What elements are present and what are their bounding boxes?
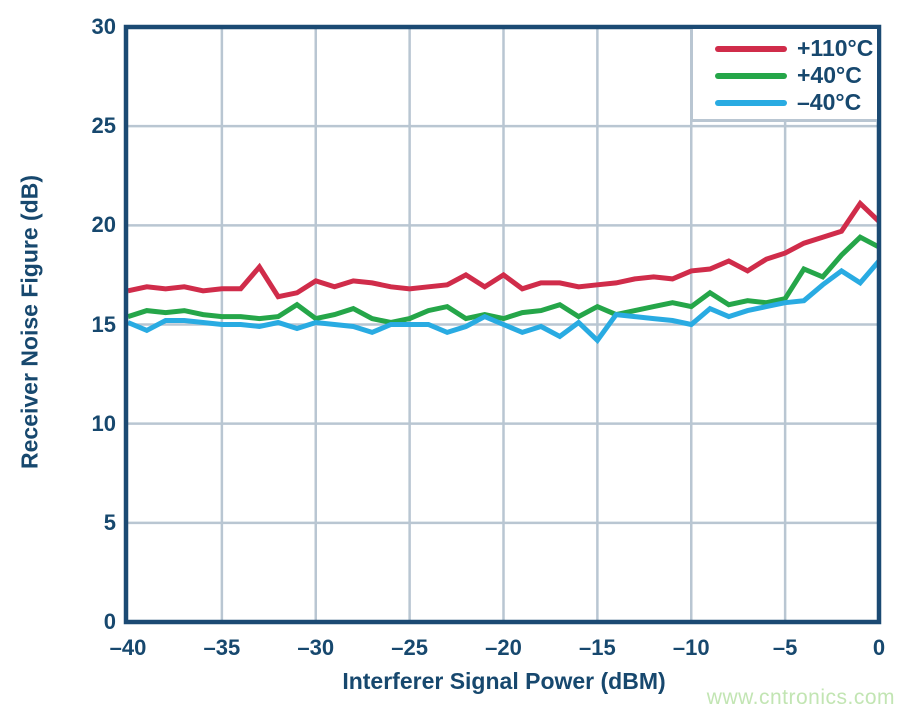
y-tick-label: 25 [91, 113, 116, 139]
x-tick-label: –35 [203, 635, 241, 660]
plot-frame [123, 24, 882, 625]
y-tick-label: 0 [103, 609, 116, 634]
series-line-0 [127, 199, 881, 300]
series-line-1 [127, 234, 881, 326]
x-tick-label: –20 [485, 635, 522, 660]
x-axis-title: Interferer Signal Power (dBM) [342, 668, 666, 694]
legend-line-swatch-cyan [715, 99, 787, 106]
y-tick-label: 10 [91, 410, 116, 436]
legend-item: +110°C [693, 35, 877, 62]
x-tick-label: –30 [297, 635, 335, 660]
data-series [127, 199, 881, 345]
y-tick-label: 5 [103, 509, 116, 535]
y-tick-label: 20 [91, 212, 116, 238]
y-tick-label: 30 [91, 14, 116, 39]
y-tick-label: 15 [91, 311, 116, 337]
x-tick-label: –25 [391, 635, 428, 660]
legend-line-swatch-green [715, 72, 787, 79]
watermark: www.cntronics.com [706, 686, 895, 709]
y-axis-title: Receiver Noise Figure (dB) [16, 175, 43, 469]
legend-label: +110°C [797, 35, 874, 61]
x-tick-label: 0 [872, 635, 886, 660]
x-tick-label: –5 [772, 635, 798, 660]
legend-label: +40°C [797, 62, 862, 88]
x-tick-label: –10 [672, 635, 710, 660]
x-tick-label: –15 [579, 635, 616, 660]
legend: +110°C +40°C –40°C [690, 29, 877, 122]
legend-item: –40°C [693, 89, 877, 116]
series-line-2 [127, 259, 881, 345]
legend-item: +40°C [693, 62, 877, 89]
legend-line-swatch-red [715, 45, 787, 52]
legend-label: –40°C [797, 89, 862, 115]
x-tick-label: –40 [109, 635, 147, 660]
